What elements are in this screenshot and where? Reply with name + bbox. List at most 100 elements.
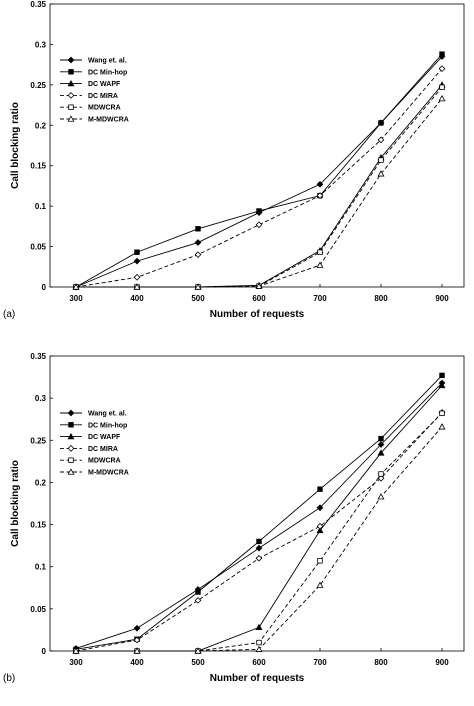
chart-b-series-m-mdwcra-point [438, 423, 446, 430]
chart-b-y-tick-label: 0.05 [30, 605, 46, 614]
chart-a-series-m-mdwcra-line [76, 98, 443, 288]
chart-a-legend-item-mdwcra-marker [68, 104, 74, 110]
chart-a-legend-item-dc-min-hop-marker [68, 69, 74, 75]
chart-b-legend-item-wang-et-al-label: Wang et. al. [88, 411, 127, 418]
chart-b-series-dc-wapf-point [316, 526, 324, 534]
chart-b-y-tick-label: 0 [42, 647, 47, 656]
chart-a-y-tick-label: 0.15 [30, 162, 46, 171]
chart-a-y-tick-label: 0 [42, 283, 47, 292]
chart-b-series-dc-mira [72, 409, 446, 655]
chart-b-x-tick-label: 600 [252, 658, 266, 667]
chart-a-series-dc-min-hop-point [439, 51, 445, 57]
chart-b-series-dc-wapf-point [438, 381, 446, 389]
chart-a-x-tick-label: 500 [191, 294, 205, 303]
chart-b-legend-item-m-mdwcra-marker [67, 468, 75, 475]
chart-a-y-tick-label: 0.35 [30, 0, 46, 9]
chart-b-legend-item-mdwcra-marker [68, 457, 74, 463]
chart-b-series-mdwcra [73, 410, 445, 654]
chart-a-y-tick-label: 0.2 [35, 121, 47, 130]
chart-a-x-tick-label: 600 [252, 294, 266, 303]
chart-a-series-dc-min-hop-point [195, 226, 201, 232]
chart-a-legend-item-mdwcra-label: MDWCRA [88, 105, 121, 112]
chart-a-y-tick-label: 0.25 [30, 81, 46, 90]
chart-a-series-dc-mira-point [255, 221, 263, 229]
chart-a-y-tick-label: 0.3 [35, 40, 47, 49]
chart-a-series-wang-et-al [72, 53, 446, 291]
chart-a-series-m-mdwcra-point [72, 283, 80, 290]
chart-b-series-dc-mira-point [316, 522, 324, 530]
chart-b-series-dc-mira-point [377, 474, 385, 482]
chart-b-x-tick-label: 900 [435, 658, 449, 667]
chart-a-series-m-mdwcra-point [255, 282, 263, 289]
chart-a-series-dc-mira-line [75, 68, 443, 288]
chart-b-legend-item-dc-mira-label: DC MIRA [88, 446, 118, 453]
chart-b-series-dc-min-hop [73, 372, 445, 653]
chart-a-series-dc-mira-point [194, 251, 202, 259]
chart-a-series-dc-mira-point [377, 136, 385, 144]
chart-a-series-dc-min-hop-point [134, 249, 140, 255]
chart-b-y-tick-label: 0.25 [30, 436, 46, 445]
chart-a-series-dc-mira-point [438, 65, 446, 73]
chart-b-legend-item-dc-mira-marker [67, 445, 75, 452]
chart-b-series-dc-min-hop-point [195, 589, 201, 595]
chart-b-plot-frame [49, 355, 465, 652]
chart-a-series-wang-et-al-point [133, 257, 141, 265]
chart-a-legend: Wang et. al. DC Min-hop DC WAPF DC MIRA MDWC… [60, 56, 129, 124]
chart-b-series-m-mdwcra-point [316, 581, 324, 588]
chart-b-legend-item-dc-wapf-label: DC WAPF [88, 434, 121, 441]
chart-b-x-axis-title: Number of requests [210, 673, 305, 684]
chart-b-x-tick-label: 700 [313, 658, 327, 667]
chart-b-y-axis-title: Call blocking ratio [10, 460, 21, 547]
chart-a-series-dc-min-hop-line [75, 53, 443, 288]
chart-a-panel-label: (a) [3, 309, 15, 320]
chart-b-legend: Wang et. al. DC Min-hop DC WAPF DC MIRA MDWC… [60, 409, 129, 477]
chart-a: 0 0.05 0.1 0.15 0.2 0.25 0.3 0.35 300 400 500 600 70… [3, 0, 465, 320]
chart-a-series-mdwcra-line [76, 86, 443, 288]
chart-b-legend-item-dc-min-hop-marker [68, 422, 74, 428]
chart-b-series-dc-min-hop-point [256, 538, 262, 545]
chart-b-series-m-mdwcra-point [255, 645, 263, 652]
chart-b-x-tick-label: 500 [191, 658, 205, 667]
chart-a-legend-item-m-mdwcra-label: M-MDWCRA [88, 117, 129, 124]
chart-b-series-wang-et-al-point [316, 504, 324, 512]
chart-b-series-m-mdwcra-point [377, 493, 385, 500]
chart-b-y-tick-label: 0.35 [30, 352, 46, 361]
chart-a-series-m-mdwcra [72, 94, 446, 290]
chart-a-series-wang-et-al-point [194, 239, 202, 246]
chart-b-series-mdwcra-point [317, 558, 323, 564]
chart-a-series-dc-min-hop-point [378, 120, 384, 126]
chart-a-legend-item-m-mdwcra-marker [67, 115, 75, 122]
chart-b-series-m-mdwcra [72, 423, 446, 654]
chart-b-legend-item-dc-wapf-marker [67, 432, 75, 440]
chart-a-series-m-mdwcra-point [133, 283, 141, 290]
chart-a-y-tick-label: 0.05 [30, 243, 46, 252]
chart-a-x-tick-label: 900 [435, 294, 449, 303]
chart-b-series-dc-min-hop-point [378, 435, 384, 442]
chart-a-series-dc-min-hop-point [256, 208, 262, 214]
chart-b-y-tick-label: 0.2 [35, 478, 47, 487]
chart-b-panel-label: (b) [3, 673, 15, 684]
chart-a-series-mdwcra-point [378, 157, 384, 163]
chart-a-x-axis-title: Number of requests [210, 309, 305, 320]
chart-a-series-mdwcra-point [439, 84, 445, 90]
chart-a-legend-item-wang-et-al-label: Wang et. al. [88, 58, 127, 65]
chart-b-series-dc-wapf-line [76, 385, 443, 652]
chart-a-series-mdwcra-point [317, 249, 323, 255]
chart-b-series-wang-et-al-point [133, 624, 141, 632]
chart-a-x-tick-label: 400 [130, 294, 144, 303]
chart-b-series-m-mdwcra-point [72, 647, 80, 654]
chart-b-series-wang-et-al-point [377, 441, 385, 448]
chart-b-y-tick-label: 0.3 [35, 394, 47, 403]
chart-b-series-dc-mira-point [133, 636, 141, 644]
chart-b-series-m-mdwcra-point [194, 647, 202, 654]
chart-a-series-mdwcra [73, 84, 445, 290]
chart-a-series-dc-mira [72, 65, 446, 291]
chart-a-series-dc-mira-point [133, 273, 141, 281]
chart-b-series-mdwcra-point [256, 639, 262, 646]
chart-b-series-dc-mira-point [255, 554, 263, 562]
chart-a-legend-item-wang-et-al-marker [67, 56, 75, 64]
chart-a-legend-item-dc-wapf-marker [67, 79, 75, 87]
chart-a-x-tick-label: 300 [69, 294, 83, 303]
chart-a-legend-item-dc-mira-label: DC MIRA [88, 93, 118, 100]
chart-b-series-dc-wapf [72, 381, 446, 654]
